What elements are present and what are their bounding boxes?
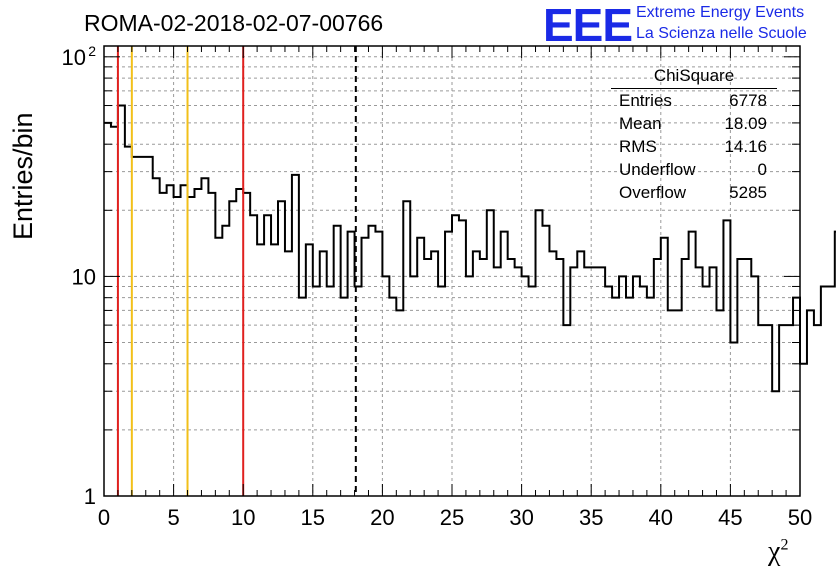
y-tick-label: 10 — [72, 264, 96, 289]
x-tick-label: 30 — [509, 505, 533, 530]
x-tick-label: 25 — [440, 505, 464, 530]
stats-label: Underflow — [619, 160, 696, 179]
logo-text-line1: Extreme Energy Events — [636, 4, 805, 21]
chart-title: ROMA-02-2018-02-07-00766 — [84, 10, 384, 36]
stats-label: RMS — [619, 137, 657, 156]
stats-value: 6778 — [729, 91, 767, 110]
y-tick-label: 1 — [84, 484, 96, 509]
stats-box-title: ChiSquare — [611, 64, 777, 89]
stats-label: Mean — [619, 114, 662, 133]
x-axis-label-symbol: χ — [768, 536, 781, 567]
stats-label: Entries — [619, 91, 672, 110]
y-tick-label: 10 — [62, 45, 86, 70]
stats-row-entries: Entries 6778 — [611, 89, 777, 112]
x-tick-label: 40 — [649, 505, 673, 530]
x-tick-label: 10 — [231, 505, 255, 530]
stats-value: 0 — [757, 160, 767, 179]
histogram-series — [104, 104, 836, 393]
logo-text-line2: La Scienza nelle Scuole — [636, 25, 807, 42]
x-axis-label-exponent: 2 — [780, 536, 789, 554]
x-tick-label: 5 — [167, 505, 179, 530]
y-axis-label: Entries/bin — [8, 112, 38, 240]
stats-label: Overflow — [619, 183, 687, 202]
stats-row-mean: Mean 18.09 — [611, 112, 777, 135]
eee-logo: EEE — [543, 0, 633, 51]
x-tick-label: 20 — [370, 505, 394, 530]
stats-value: 14.16 — [724, 137, 767, 156]
stats-box: ChiSquare Entries 6778 Mean 18.09 RMS 14… — [611, 64, 777, 204]
x-tick-label: 35 — [579, 505, 603, 530]
stats-row-underflow: Underflow 0 — [611, 158, 777, 181]
stats-value: 18.09 — [724, 114, 767, 133]
x-tick-label: 0 — [98, 505, 110, 530]
stats-row-overflow: Overflow 5285 — [611, 181, 777, 204]
stats-value: 5285 — [729, 183, 767, 202]
x-axis-label: χ2 — [768, 536, 788, 568]
x-tick-label: 15 — [301, 505, 325, 530]
x-tick-label: 45 — [718, 505, 742, 530]
x-tick-label: 50 — [788, 505, 812, 530]
stats-row-rms: RMS 14.16 — [611, 135, 777, 158]
y-tick-label-exponent: 2 — [88, 43, 96, 59]
